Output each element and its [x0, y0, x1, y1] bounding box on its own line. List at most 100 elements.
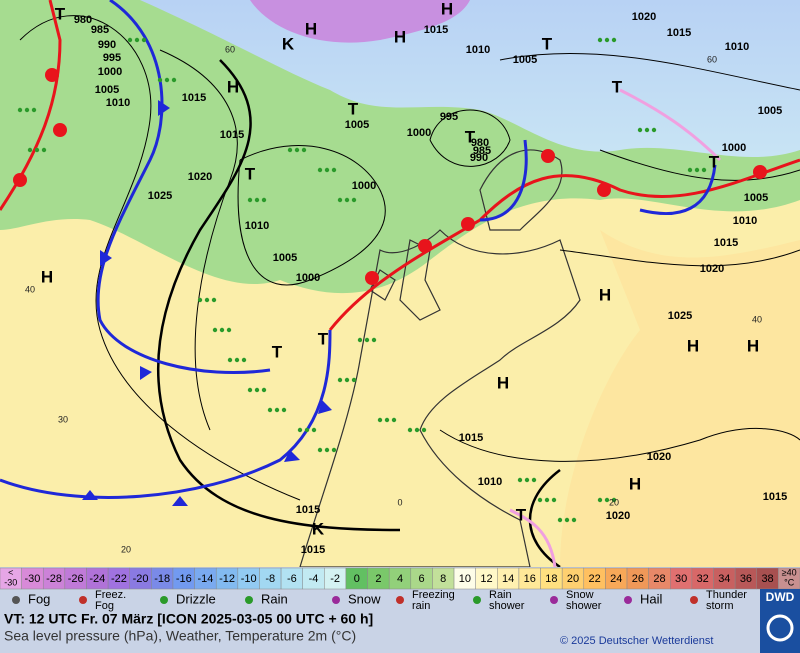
- pressure-label: 1020: [188, 171, 212, 183]
- pressure-label: 1010: [478, 476, 502, 488]
- scale-label: -12: [219, 573, 235, 585]
- scale-label: -28: [46, 573, 62, 585]
- rain-dot: [247, 197, 253, 203]
- rain-dot: [597, 497, 603, 503]
- rain-dot: [317, 167, 323, 173]
- pressure-center: T: [542, 34, 553, 53]
- rain-dot: [254, 197, 260, 203]
- legend-icon: [12, 596, 20, 604]
- scale-label: -10: [241, 573, 257, 585]
- legend-label: Fog: [28, 591, 50, 606]
- legend-label: Snow: [566, 589, 594, 601]
- rain-dot: [31, 107, 37, 113]
- scale-label: <: [8, 567, 13, 577]
- rain-dot: [212, 327, 218, 333]
- isobars: [19, 15, 800, 501]
- pressure-label: 1020: [700, 263, 724, 275]
- rain-dot: [337, 377, 343, 383]
- rain-dot: [227, 357, 233, 363]
- pressure-label: 1005: [95, 84, 119, 96]
- pressure-center: T: [612, 77, 623, 96]
- valid-time: VT: 12 UTC Fr. 07 März [ICON 2025-03-05 …: [4, 611, 373, 627]
- rain-dot: [261, 197, 267, 203]
- rain-dot: [611, 37, 617, 43]
- rain-dot: [544, 497, 550, 503]
- rain-dot: [344, 197, 350, 203]
- pressure-label: 1005: [273, 252, 297, 264]
- weather-legend: Fog Freez.Fog Drizzle Rain Snow FreezingrainR…: [12, 589, 747, 612]
- legend-icon: [332, 596, 340, 604]
- scale-label: 0: [354, 573, 360, 585]
- scale-label: 8: [440, 573, 446, 585]
- front-symbols: [13, 68, 767, 506]
- legend-label: Thunder: [706, 589, 747, 601]
- pressure-label: 990: [470, 152, 488, 164]
- pressure-center: K: [312, 519, 325, 538]
- scale-label: -18: [154, 573, 170, 585]
- rain-dot: [344, 377, 350, 383]
- pressure-label: 1015: [182, 92, 206, 104]
- rain-dot: [644, 127, 650, 133]
- rain-dot: [331, 167, 337, 173]
- pressure-center: H: [227, 77, 239, 96]
- rain-dot: [27, 147, 33, 153]
- temperature-label: 40: [25, 284, 35, 294]
- rain-dot: [24, 107, 30, 113]
- rain-dot: [141, 37, 147, 43]
- rain-dot: [324, 447, 330, 453]
- legend-icon: [396, 596, 404, 604]
- pressure-label: 980: [471, 137, 489, 149]
- rain-dot: [294, 147, 300, 153]
- legend-icon: [160, 596, 168, 604]
- legend-icon: [79, 596, 87, 604]
- rain-dot: [377, 417, 383, 423]
- rain-dot: [127, 37, 133, 43]
- rain-dot: [204, 297, 210, 303]
- rain-dot: [254, 387, 260, 393]
- rain-dot: [297, 427, 303, 433]
- pressure-label: 1010: [245, 220, 269, 232]
- pressure-label: 1010: [466, 44, 490, 56]
- rain-dot: [34, 147, 40, 153]
- rain-dot: [287, 147, 293, 153]
- temperature-scale: <-30 -30 -28 -26 -24 -22 -20 -18 -16 -14 -12 -10 -8-…: [0, 567, 800, 590]
- legend-label: shower: [489, 600, 525, 612]
- pressure-center: H: [497, 373, 509, 392]
- pressure-center: T: [55, 4, 66, 23]
- pressure-center: T: [348, 99, 359, 118]
- pressure-center: T: [709, 152, 720, 171]
- isobars: [156, 59, 561, 569]
- scale-label: °C: [784, 577, 795, 587]
- rain-dot: [611, 497, 617, 503]
- rain-dot: [531, 477, 537, 483]
- rain-dot: [687, 167, 693, 173]
- scale-label: -4: [309, 573, 319, 585]
- pressure-label: 985: [91, 24, 109, 36]
- logo-box: [760, 589, 800, 653]
- legend-label: Freezing: [412, 589, 455, 601]
- pressure-label: 1020: [647, 451, 671, 463]
- scale-label: -30: [4, 577, 17, 587]
- pressure-label: 1010: [725, 41, 749, 53]
- rain-dot: [301, 147, 307, 153]
- pressure-center: T: [245, 164, 256, 183]
- pressure-label: 1000: [352, 180, 376, 192]
- scale-label: 38: [761, 573, 773, 585]
- rain-dot: [211, 297, 217, 303]
- rain-dot: [517, 477, 523, 483]
- scale-label: -8: [265, 573, 275, 585]
- scale-label: -16: [176, 573, 192, 585]
- rain-dot: [371, 337, 377, 343]
- legend-icon: [245, 596, 253, 604]
- pressure-label: 1025: [668, 310, 692, 322]
- rain-dot: [421, 427, 427, 433]
- pressure-label: 1005: [513, 54, 537, 66]
- pressure-label: 1005: [744, 192, 768, 204]
- scale-label: 36: [740, 573, 752, 585]
- legend-label: Fog: [95, 600, 114, 612]
- rain-dot: [337, 197, 343, 203]
- pressure-label: 990: [98, 39, 116, 51]
- pressure-label: 1010: [733, 215, 757, 227]
- rain-dot: [157, 77, 163, 83]
